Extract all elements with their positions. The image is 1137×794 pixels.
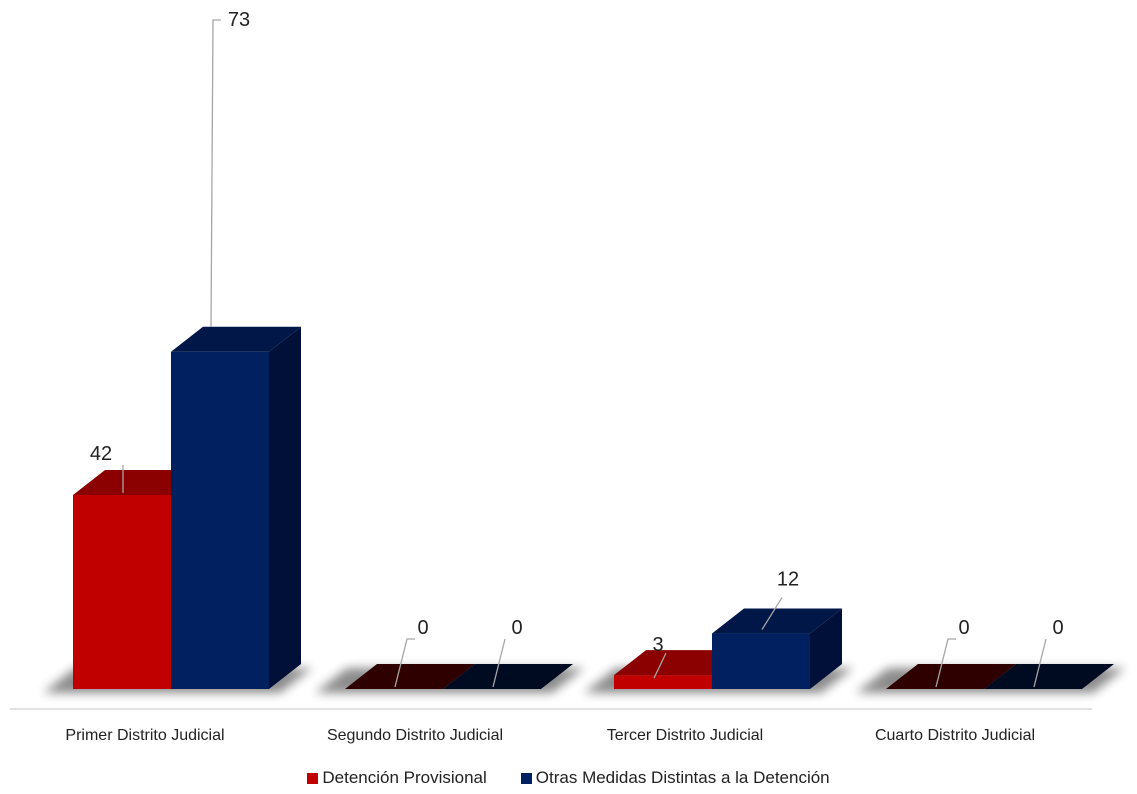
- data-label-leader-line: [210, 19, 221, 327]
- legend-swatch-detencion: [307, 772, 319, 784]
- bar-front-face: [614, 675, 712, 689]
- data-label: 12: [777, 569, 799, 591]
- bar: [443, 664, 573, 689]
- data-label-leader-line: [394, 638, 415, 688]
- legend: Detención Provisional Otras Medidas Dist…: [0, 768, 1137, 788]
- bar-top-face: [614, 650, 744, 676]
- bar-top-face: [712, 608, 842, 634]
- bars-layer: [73, 326, 1114, 689]
- bar-top-face: [171, 326, 301, 352]
- bar-side-face: [810, 608, 842, 689]
- category-tick-label: Segundo Distrito Judicial: [327, 727, 503, 744]
- legend-label-detencion: Detención Provisional: [322, 768, 487, 787]
- data-label-leader-line: [935, 638, 956, 688]
- bar-top-face: [73, 469, 203, 495]
- bar: [886, 664, 1016, 689]
- data-label-leader-line: [761, 597, 783, 630]
- legend-label-otras-medidas: Otras Medidas Distintas a la Detención: [535, 768, 830, 787]
- data-labels-layer: 42 73 0 0 3 12 0 0: [90, 9, 1064, 688]
- bar-front-face: [712, 633, 810, 689]
- bar-front-face: [171, 351, 269, 689]
- data-label: 3: [652, 634, 663, 656]
- bar-top-face: [345, 664, 475, 689]
- data-label: 0: [1052, 617, 1063, 639]
- category-labels-layer: Primer Distrito Judicial Segundo Distrito…: [65, 727, 1035, 744]
- bar-side-face: [269, 326, 301, 689]
- data-label: 0: [511, 617, 522, 639]
- bar: [712, 608, 842, 689]
- legend-item-otras-medidas: Otras Medidas Distintas a la Detención: [520, 768, 830, 788]
- bar-front-face: [73, 494, 171, 689]
- category-tick-label: Primer Distrito Judicial: [65, 727, 224, 744]
- data-label-leader-line: [653, 652, 667, 679]
- bar-top-face: [984, 664, 1114, 689]
- data-label: 0: [417, 617, 428, 639]
- data-label-leader-line: [1033, 638, 1047, 688]
- bar: [345, 664, 475, 689]
- bar: [171, 326, 301, 689]
- data-label: 73: [228, 9, 250, 31]
- legend-swatch-otras-medidas: [520, 772, 532, 784]
- legend-item-detencion: Detención Provisional: [307, 768, 487, 788]
- bar: [984, 664, 1114, 689]
- data-label: 0: [958, 617, 969, 639]
- data-label-leader-line: [492, 638, 506, 688]
- bar-top-face: [443, 664, 573, 689]
- category-tick-label: Cuarto Distrito Judicial: [875, 727, 1035, 744]
- data-label: 42: [90, 443, 112, 465]
- category-tick-label: Tercer Distrito Judicial: [607, 727, 763, 744]
- bar-top-face: [886, 664, 1016, 689]
